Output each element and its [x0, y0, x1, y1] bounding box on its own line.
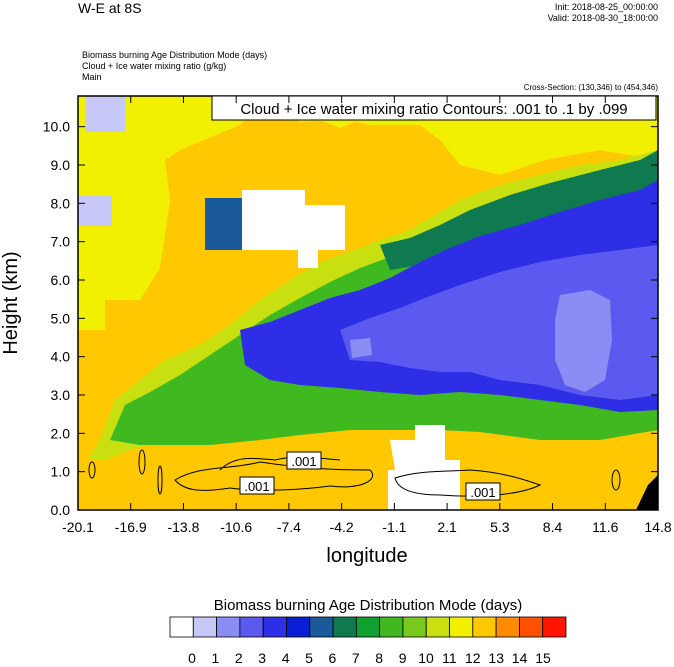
colorbar-swatch [425, 616, 450, 638]
x-tick-label: 11.6 [592, 519, 618, 535]
colorbar-swatch [286, 616, 311, 638]
field-2-core-2 [350, 338, 372, 358]
field-2-core [555, 290, 612, 392]
colorbar-swatch [472, 616, 497, 638]
contour-value-label: .001 [244, 479, 269, 494]
colorbar-label: 0 [188, 650, 196, 666]
colorbar-swatch [309, 616, 334, 638]
y-tick-label: 0.0 [51, 502, 71, 518]
colorbar-swatch [239, 616, 264, 638]
colorbar-label: 1 [212, 650, 220, 666]
x-tick-label: -16.9 [115, 519, 147, 535]
colorbar-label: 7 [352, 650, 360, 666]
colorbar-label: 15 [535, 650, 551, 666]
colorbar-swatch [542, 616, 567, 638]
y-tick-label: 8.0 [51, 195, 71, 211]
colorbar-swatch [495, 616, 520, 638]
colorbar-swatch [332, 616, 357, 638]
colorbar-label: 9 [399, 650, 407, 666]
y-axis-title: Height (km) [0, 251, 22, 354]
x-tick-label: 14.8 [644, 519, 671, 535]
x-tick-label: -7.4 [277, 519, 301, 535]
field-13-surface [78, 460, 388, 510]
colorbar-swatch [519, 616, 544, 638]
colorbar-label: 3 [258, 650, 266, 666]
colorbar-swatch [262, 616, 287, 638]
y-tick-label: 4.0 [51, 349, 71, 365]
y-tick-label: 2.0 [51, 425, 71, 441]
colorbar-swatch [379, 616, 404, 638]
y-tick-label: 5.0 [51, 310, 71, 326]
x-tick-label: -13.8 [167, 519, 199, 535]
field-7-band [380, 150, 658, 270]
x-tick-label: -10.6 [220, 519, 252, 535]
y-tick-label: 10.0 [43, 119, 70, 135]
field-0-upper-patch [242, 190, 345, 268]
colorbar-label: 4 [282, 650, 290, 666]
valid-time: Valid: 2018-08-30_18:00:00 [547, 13, 658, 23]
colorbar-label: 2 [235, 650, 243, 666]
colorbar-swatch [169, 616, 194, 638]
y-tick-label: 1.0 [51, 464, 71, 480]
x-axis-title: longitude [326, 545, 407, 567]
colorbar-label: 5 [305, 650, 313, 666]
y-tick-label: 7.0 [51, 234, 71, 250]
contour-value-label: .001 [291, 454, 316, 469]
heatmap-field [78, 96, 658, 510]
colorbar-label: 6 [329, 650, 337, 666]
contour-lines [88, 449, 621, 497]
y-tick-label: 9.0 [51, 157, 71, 173]
colorbar-swatch [449, 616, 474, 638]
colorbar-label: 8 [375, 650, 383, 666]
colorbar-label: 14 [512, 650, 528, 666]
contour-description: Cloud + Ice water mixing ratio (g/kg) [82, 61, 227, 71]
x-tick-label: 8.4 [543, 519, 563, 535]
field-1-patch [85, 96, 125, 132]
colorbar-label: 12 [465, 650, 481, 666]
x-tick-label: -1.1 [382, 519, 406, 535]
x-tick-label: 2.1 [437, 519, 457, 535]
colorbar-swatch [402, 616, 427, 638]
x-tick-label: -4.2 [330, 519, 354, 535]
colorbar-label: 11 [442, 650, 457, 666]
terrain [636, 475, 658, 510]
colorbar-label: 10 [418, 650, 434, 666]
field-description: Biomass burning Age Distribution Mode (d… [82, 50, 268, 60]
cross-section-label: Cross-Section: (130,346) to (454,346) [523, 83, 658, 92]
colorbar-swatch [216, 616, 241, 638]
contour-value-label: .001 [470, 485, 495, 500]
contour-info-box: Cloud + Ice water mixing ratio Contours:… [211, 95, 657, 121]
y-tick-label: 6.0 [51, 272, 71, 288]
x-tick-label: 5.3 [490, 519, 510, 535]
colorbar: 0 1 2 3 4 5 6 7 8 9 10 11 12 13 14 15 [169, 616, 567, 666]
axes: -20.1 -16.9 -13.8 -10.6 -7.4 -4.2 -1.1 2.1 5.3 8.… [43, 96, 672, 535]
contour-info-label: Cloud + Ice water mixing ratio Contours:… [240, 101, 627, 118]
domain-label: Main [82, 72, 102, 82]
plot-title: W-E at 8S [78, 0, 142, 16]
colorbar-title: Biomass burning Age Distribution Mode (d… [214, 597, 522, 614]
field-1-patch-2 [78, 196, 112, 226]
colorbar-swatch [192, 616, 217, 638]
contour-value-labels: .001 .001 .001 [239, 451, 501, 501]
init-time: Init: 2018-08-25_00:00:00 [554, 2, 658, 12]
y-tick-label: 3.0 [51, 387, 71, 403]
colorbar-label: 13 [488, 650, 504, 666]
x-tick-label: -20.1 [62, 519, 94, 535]
colorbar-swatch [355, 616, 381, 638]
